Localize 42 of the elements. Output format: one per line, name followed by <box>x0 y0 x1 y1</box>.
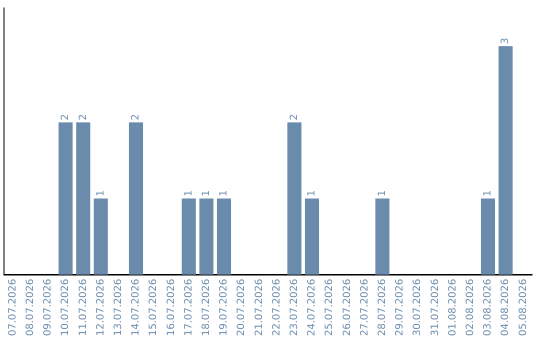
x-tick-label: 01.08.2026 <box>447 278 458 336</box>
x-tick-label: 04.08.2026 <box>500 278 512 336</box>
x-tick-label: 09.07.2026 <box>42 278 54 336</box>
x-tick-label: 29.07.2026 <box>394 278 406 336</box>
x-tick-label: 28.07.2026 <box>376 278 388 336</box>
x-tick-label: 27.07.2026 <box>359 278 370 336</box>
x-tick-label: 05.08.2026 <box>518 278 529 336</box>
x-tick-label: 12.07.2026 <box>95 278 106 336</box>
data-label: 3 <box>500 38 512 44</box>
x-tick-label: 15.07.2026 <box>148 278 160 336</box>
data-label: 1 <box>376 190 388 197</box>
x-tick-label: 31.07.2026 <box>430 278 441 336</box>
x-tick-label: 03.08.2026 <box>482 278 494 336</box>
x-tick-label: 11.07.2026 <box>78 278 89 336</box>
x-tick-label: 18.07.2026 <box>200 278 212 336</box>
x-tick-label: 14.07.2026 <box>130 278 142 336</box>
data-label: 2 <box>78 114 89 120</box>
x-tick-label: 17.07.2026 <box>183 278 194 336</box>
x-tick-label: 24.07.2026 <box>306 278 318 336</box>
x-tick-label: 22.07.2026 <box>271 278 282 336</box>
data-label: 1 <box>482 190 494 197</box>
data-label: 2 <box>130 114 142 120</box>
x-tick-label: 08.07.2026 <box>24 278 36 336</box>
x-tick-label: 30.07.2026 <box>412 278 424 336</box>
x-tick-label: 13.07.2026 <box>112 278 124 336</box>
x-tick-label: 07.07.2026 <box>7 278 18 336</box>
x-tick-label: 10.07.2026 <box>60 278 72 336</box>
x-tick-label: 02.08.2026 <box>464 278 476 336</box>
data-label: 1 <box>200 190 212 197</box>
x-tick-label: 16.07.2026 <box>166 278 177 336</box>
data-label: 1 <box>95 190 106 197</box>
data-label: 1 <box>306 190 318 197</box>
data-label: 2 <box>288 114 300 120</box>
x-tick-label: 26.07.2026 <box>342 278 353 336</box>
data-label: 1 <box>183 190 194 197</box>
x-tick-label: 21.07.2026 <box>254 278 265 336</box>
x-tick-label: 19.07.2026 <box>218 278 230 336</box>
x-tick-label: 23.07.2026 <box>288 278 300 336</box>
x-tick-label: 20.07.2026 <box>236 278 248 336</box>
data-label: 2 <box>60 114 72 120</box>
data-label: 1 <box>218 190 230 197</box>
x-tick-label: 25.07.2026 <box>324 278 336 336</box>
